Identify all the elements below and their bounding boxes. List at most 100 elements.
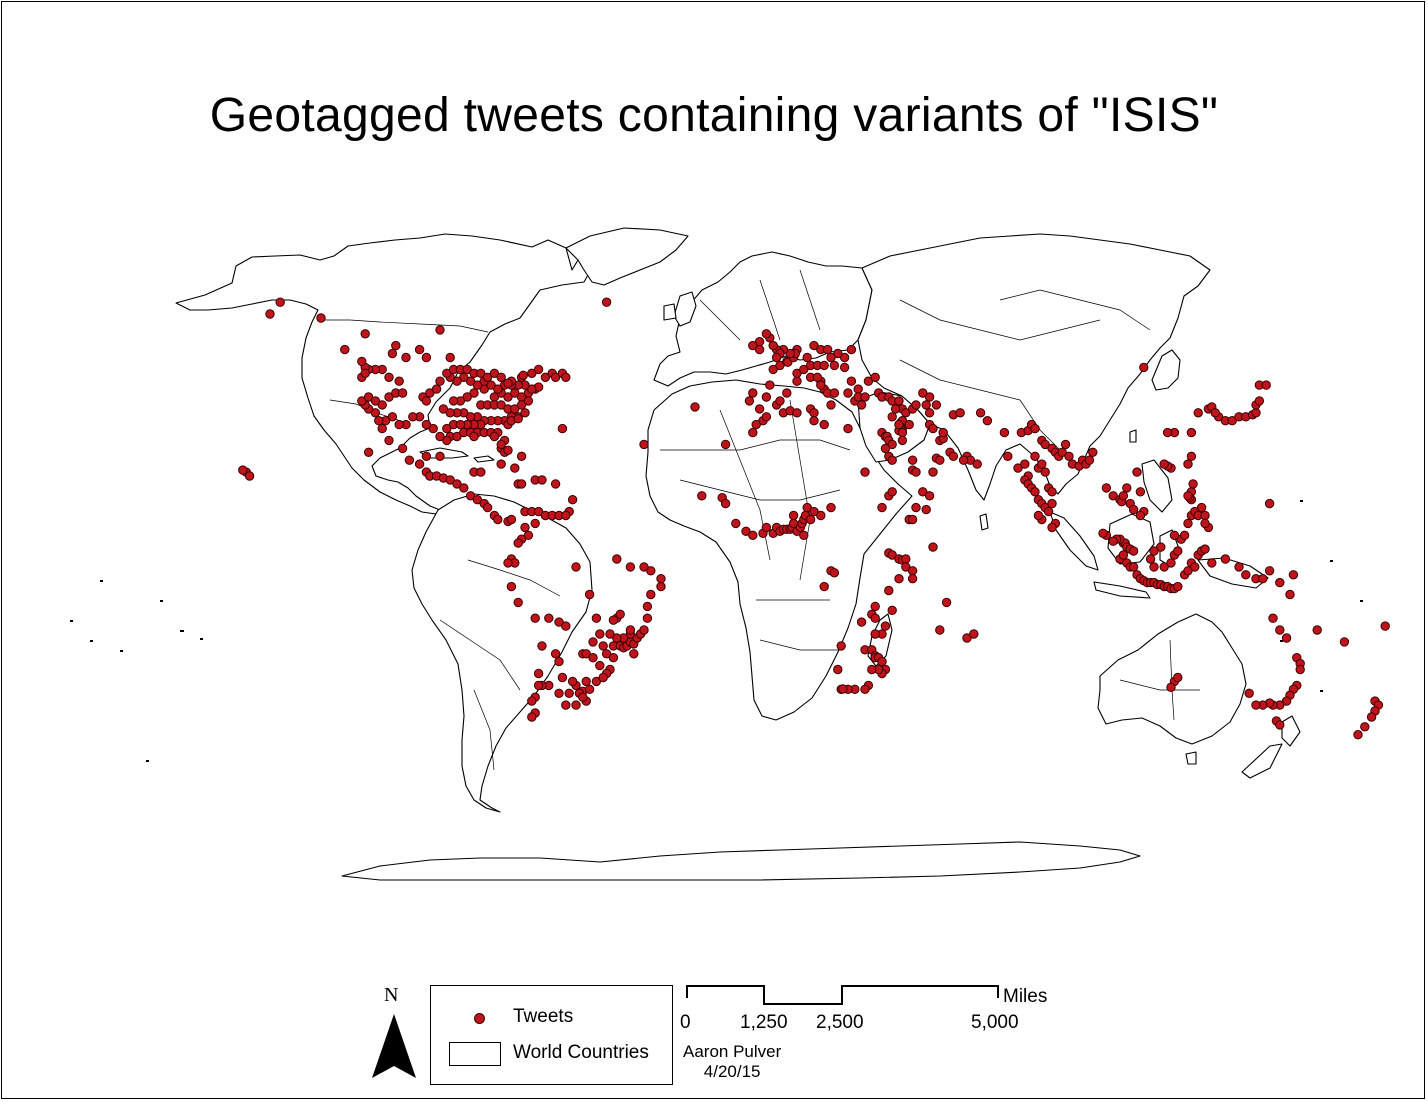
tweet-point — [363, 447, 374, 457]
tweet-point — [1060, 439, 1071, 450]
map-credit: Aaron Pulver 4/20/15 — [683, 1042, 781, 1082]
tweet-point — [530, 613, 540, 623]
tweet-point — [482, 502, 493, 513]
tweet-point — [1047, 522, 1057, 533]
tweet-point — [1193, 408, 1203, 418]
tweet-point — [244, 471, 255, 481]
tweet-point — [802, 352, 812, 363]
tweet-point — [584, 589, 595, 600]
tweet-point — [1261, 380, 1271, 390]
java — [1093, 581, 1151, 599]
legend-country-swatch — [449, 1042, 501, 1066]
tweet-point — [1128, 546, 1139, 556]
tweet-point — [846, 376, 857, 386]
tweet-point — [503, 392, 513, 402]
tweet-point — [880, 443, 891, 454]
tweet-point — [826, 502, 836, 513]
tweet-point — [510, 463, 520, 473]
tweet-point — [761, 392, 772, 402]
tweet-point — [581, 676, 591, 687]
tweet-point — [489, 368, 500, 378]
tweet-point — [489, 431, 500, 442]
tweet-point — [924, 392, 935, 402]
tweet-point — [1108, 536, 1118, 546]
tweet-point — [561, 372, 571, 382]
tweet-point — [1064, 451, 1074, 461]
tweet-point — [1234, 562, 1244, 572]
tweet-point — [1040, 467, 1050, 477]
tweet-point — [765, 380, 775, 390]
tweet-point — [316, 313, 326, 323]
tweet-point — [838, 684, 848, 694]
tweet-point — [1128, 562, 1139, 572]
tweet-point — [928, 423, 938, 434]
tweet-point — [894, 574, 904, 584]
tweet-point — [833, 348, 843, 359]
tweet-point — [870, 629, 880, 639]
tweet-point — [887, 455, 897, 465]
tweet-point — [503, 558, 513, 568]
tweet-point — [513, 538, 523, 548]
tweet-point — [554, 617, 564, 627]
tweet-point — [924, 491, 935, 501]
tweet-point — [493, 514, 503, 525]
tweet-point — [870, 601, 880, 612]
tweet-point — [826, 352, 836, 363]
tweet-point — [870, 372, 880, 382]
tweet-point — [506, 514, 517, 525]
tweet-point — [452, 479, 462, 489]
tweet-point — [901, 554, 911, 564]
tweet-point — [527, 696, 537, 706]
tweet-point — [601, 297, 612, 307]
tweet-point — [748, 340, 758, 351]
tweet-point — [639, 439, 649, 450]
tweet-point — [1037, 459, 1047, 469]
tweet-point — [435, 451, 445, 461]
tweet-point — [816, 380, 826, 390]
tweet-point — [1173, 672, 1183, 683]
tweet-point — [608, 653, 619, 663]
north-label: N — [384, 984, 399, 1006]
tweet-point — [357, 356, 367, 367]
tweet-point — [394, 376, 404, 386]
tweet-point — [816, 510, 826, 521]
tweet-point — [1098, 528, 1108, 538]
south-america-landmass — [411, 493, 593, 813]
tweet-point — [955, 408, 965, 418]
tweet-point — [812, 372, 823, 382]
tweet-point — [397, 443, 408, 454]
tweet-point — [537, 641, 547, 651]
tweet-point — [503, 445, 513, 455]
tweet-point — [561, 621, 571, 631]
tweet-point — [938, 427, 948, 438]
tweet-point — [907, 455, 918, 465]
tweet-point — [527, 712, 537, 722]
country-borders — [318, 269, 1200, 771]
tweet-point — [557, 423, 568, 434]
tweet-point — [751, 419, 761, 430]
tweet-point — [1196, 502, 1207, 513]
scale-unit: Miles — [1003, 986, 1048, 1007]
scale-tick-1250: 1,250 — [740, 1012, 788, 1033]
tweet-point — [894, 396, 904, 406]
tweet-point — [1339, 637, 1350, 647]
tweet-point — [860, 684, 870, 694]
tweet-point — [1380, 621, 1390, 631]
tweet-point — [639, 625, 649, 635]
tweet-point — [935, 625, 945, 635]
tweet-point — [431, 384, 442, 394]
tweet-point — [1186, 427, 1197, 438]
tweet-point — [928, 467, 938, 477]
tweet-point — [465, 412, 476, 422]
tweet-point — [387, 348, 398, 359]
tweet-point — [1251, 700, 1261, 710]
tweet-point — [924, 408, 935, 418]
tweet-point — [1013, 463, 1023, 473]
tweet-point — [384, 392, 394, 402]
legend-countries-label: World Countries — [513, 1042, 649, 1063]
tweet-point — [578, 692, 588, 702]
tweet-point — [935, 455, 945, 465]
tweet-point — [839, 362, 850, 373]
borneo — [1107, 513, 1155, 565]
tweet-point — [846, 344, 857, 355]
